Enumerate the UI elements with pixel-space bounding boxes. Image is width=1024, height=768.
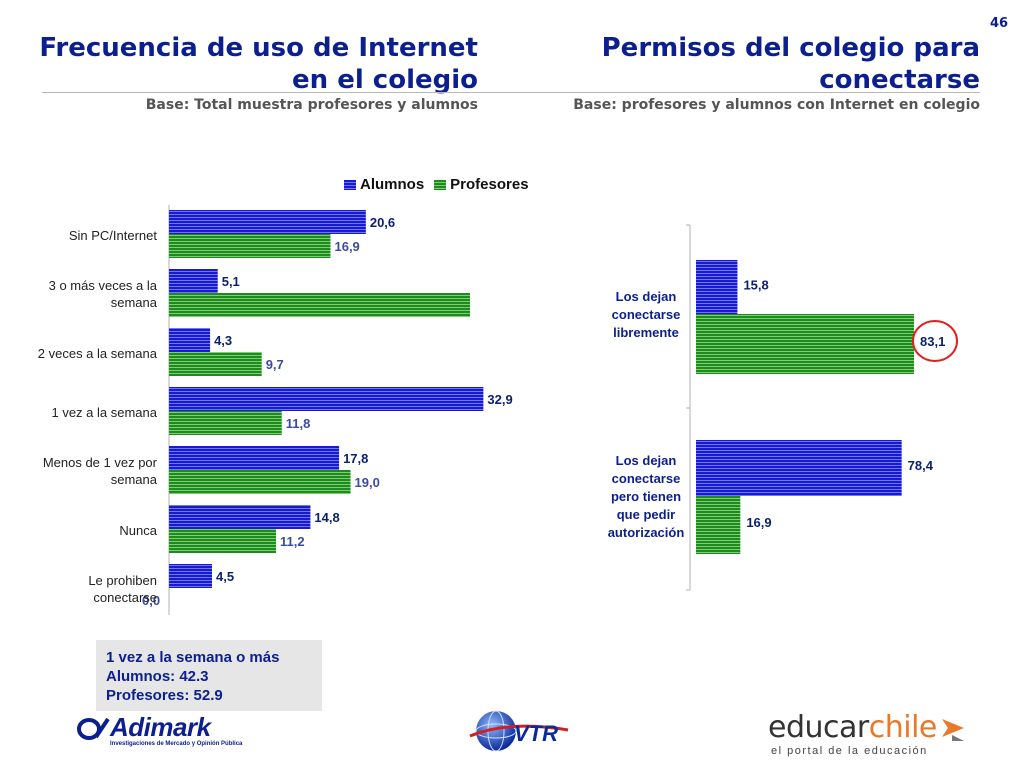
category-label-los-dejan-conectarse-pero-tienen-que-pedir-autorizacion-3: pero tienen — [611, 489, 681, 504]
data-label-alumnos-los-dejan-conectarse-libremente: 15,8 — [743, 278, 768, 293]
category-label-los-dejan-conectarse-pero-tienen-que-pedir-autorizacion: Los dejan — [616, 453, 677, 468]
data-label-alumnos-menos-de-1-vez-por-semana: 17,8 — [343, 451, 368, 466]
data-label-alumnos-1-vez-a-la-semana: 32,9 — [487, 392, 512, 407]
note-line2: Alumnos: 42.3 — [106, 668, 209, 685]
permissions-bar-chart: 15,8 83,1 Los dejan conectarse libremente 78,… — [608, 224, 958, 591]
category-label-3-o-mas-veces-a-la-semana: 3 o más veces a la — [49, 278, 158, 293]
note-line1: 1 vez a la semana o más — [106, 649, 280, 666]
data-label-profesores-nunca: 11,2 — [280, 534, 305, 549]
bar-profesores-menos-de-1-vez-por-semana — [169, 470, 351, 494]
right-title-line2: conectarse — [819, 65, 980, 95]
highlight-circle — [912, 320, 958, 362]
legend-swatch-alumnos — [344, 179, 356, 190]
category-label-2-veces-a-la-semana: 2 veces a la semana — [38, 346, 158, 361]
right-base-text: Base: profesores y alumnos con Internet … — [573, 97, 980, 113]
educarchile-logo: educar chile el portal de la educación — [768, 710, 968, 757]
right-title: Permisos del colegio para conectarse — [520, 32, 980, 96]
bar-profesores-los-dejan-conectarse-pero-tienen-que-pedir-autorizacion — [696, 496, 741, 554]
bar-alumnos-los-dejan-conectarse-libremente — [696, 260, 738, 315]
bar-alumnos-los-dejan-conectarse-pero-tienen-que-pedir-autorizacion — [696, 440, 902, 496]
bar-profesores-2-veces-a-la-semana — [169, 352, 262, 376]
left-title-line1: Frecuencia de uso de Internet — [39, 33, 478, 63]
data-label-profesores-los-dejan-conectarse-pero-tienen-que-pedir-autorizacion: 16,9 — [746, 515, 771, 530]
legend-swatch-profesores — [434, 179, 447, 190]
data-label-profesores-menos-de-1-vez-por-semana: 19,0 — [355, 475, 380, 490]
category-label-le-prohiben-conectarse: Le prohiben — [88, 573, 157, 588]
category-label-los-dejan-conectarse-pero-tienen-que-pedir-autorizacion-4: que pedir — [617, 507, 676, 522]
data-label-alumnos-2-veces-a-la-semana: 4,3 — [214, 333, 232, 348]
left-base-text: Base: Total muestra profesores y alumnos — [145, 97, 478, 113]
category-label-los-dejan-conectarse-libremente-3: libremente — [613, 325, 679, 340]
educarchile-tagline: el portal de la educación — [771, 745, 928, 757]
bar-alumnos-menos-de-1-vez-por-semana — [169, 446, 340, 470]
data-label-alumnos-los-dejan-conectarse-pero-tienen-que-pedir-autorizacion: 78,4 — [908, 458, 934, 473]
bar-profesores-3-o-mas-veces-a-la-semana — [169, 293, 470, 317]
category-label-3-o-mas-veces-a-la-semana-2: semana — [111, 295, 158, 310]
educarchile-arrow-icon — [941, 718, 964, 741]
page-number: 46 — [990, 16, 1009, 31]
bar-alumnos-2-veces-a-la-semana — [169, 328, 211, 352]
educar-wordmark: educar — [768, 710, 869, 745]
data-label-alumnos-sin-pc-internet: 20,6 — [370, 215, 395, 230]
data-label-profesores-sin-pc-internet: 16,9 — [334, 239, 359, 254]
bar-profesores-sin-pc-internet — [169, 234, 331, 258]
data-label-profesores-los-dejan-conectarse-libremente: 83,1 — [920, 334, 945, 349]
category-label-1-vez-a-la-semana: 1 vez a la semana — [51, 405, 157, 420]
bar-profesores-nunca — [169, 529, 277, 553]
bar-alumnos-nunca — [169, 505, 311, 529]
summary-note: 1 vez a la semana o más Alumnos: 42.3 Pr… — [96, 640, 322, 711]
legend-label-profesores: Profesores — [450, 176, 529, 193]
frequency-bar-chart: 20,6 16,9 Sin PC/Internet 5,1 3 o más veces … — [38, 205, 513, 615]
left-title: Frecuencia de uso de Internet en el cole… — [20, 32, 478, 96]
vtr-logo: VTR — [468, 706, 578, 760]
legend-label-alumnos: Alumnos — [360, 176, 425, 193]
bar-profesores-los-dejan-conectarse-libremente — [696, 314, 914, 374]
adimark-symbol-icon — [77, 717, 110, 740]
bar-profesores-1-vez-a-la-semana — [169, 411, 282, 435]
chile-wordmark: chile — [868, 710, 938, 745]
adimark-wordmark: Adimark — [110, 712, 211, 742]
bar-alumnos-le-prohiben-conectarse — [169, 564, 212, 588]
category-label-menos-de-1-vez-por-semana-2: semana — [111, 472, 158, 487]
right-title-divider — [480, 92, 980, 93]
category-label-los-dejan-conectarse-pero-tienen-que-pedir-autorizacion-2: conectarse — [612, 471, 681, 486]
chart-legend: Alumnos Profesores — [344, 176, 529, 193]
adimark-logo: Adimark Investigaciones de Mercado y Opi… — [76, 712, 242, 747]
vtr-wordmark: VTR — [514, 721, 558, 746]
right-title-line1: Permisos del colegio para — [601, 33, 980, 63]
note-line3: Profesores: 52.9 — [106, 687, 223, 704]
category-label-le-prohiben-conectarse-2: conectarse — [93, 590, 157, 605]
data-label-profesores-1-vez-a-la-semana: 11,8 — [286, 416, 311, 431]
category-label-menos-de-1-vez-por-semana: Menos de 1 vez por — [43, 455, 158, 470]
bar-alumnos-sin-pc-internet — [169, 210, 366, 234]
bar-alumnos-3-o-mas-veces-a-la-semana — [169, 269, 218, 293]
adimark-tagline: Investigaciones de Mercado y Opinión Púb… — [110, 741, 243, 747]
left-title-divider — [42, 92, 480, 93]
data-label-profesores-2-veces-a-la-semana: 9,7 — [266, 357, 284, 372]
data-label-alumnos-le-prohiben-conectarse: 4,5 — [216, 569, 234, 584]
category-label-nunca: Nunca — [119, 523, 157, 538]
category-label-los-dejan-conectarse-pero-tienen-que-pedir-autorizacion-5: autorización — [608, 525, 685, 540]
category-label-los-dejan-conectarse-libremente: Los dejan — [616, 289, 677, 304]
data-label-alumnos-nunca: 14,8 — [314, 510, 339, 525]
data-label-alumnos-3-o-mas-veces-a-la-semana: 5,1 — [222, 274, 240, 289]
data-label-profesores-le-prohiben-conectarse: 0,0 — [142, 593, 160, 608]
category-label-los-dejan-conectarse-libremente-2: conectarse — [612, 307, 681, 322]
bar-alumnos-1-vez-a-la-semana — [169, 387, 484, 411]
vtr-globe-icon: VTR — [469, 710, 569, 752]
category-label-sin-pc-internet: Sin PC/Internet — [69, 228, 158, 243]
left-title-line2: en el colegio — [292, 65, 478, 95]
